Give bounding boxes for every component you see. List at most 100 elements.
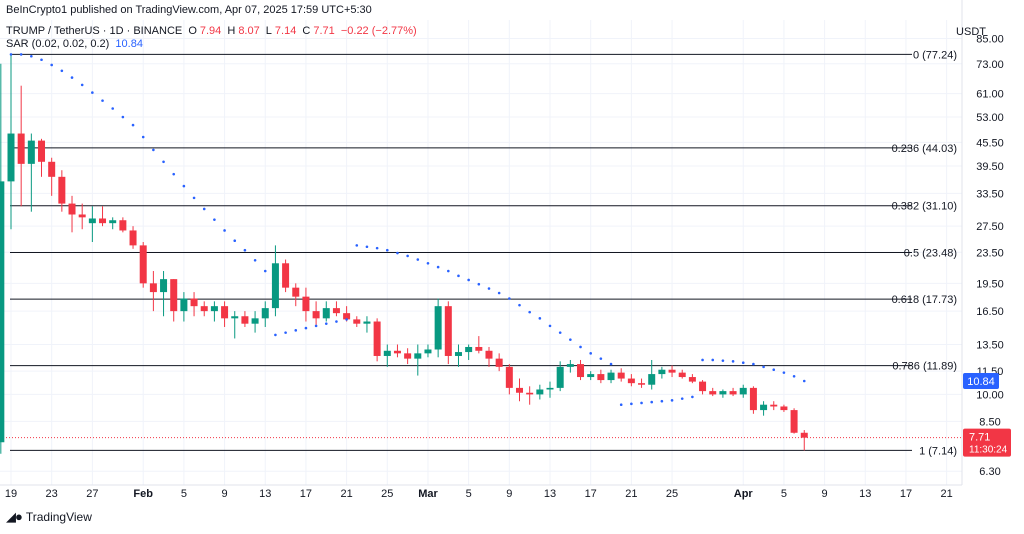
candle-body bbox=[404, 353, 412, 359]
candle-body bbox=[577, 364, 585, 378]
candle bbox=[729, 387, 737, 397]
sar-dot bbox=[589, 352, 592, 355]
tradingview-brand[interactable]: ◢● TradingView bbox=[6, 509, 92, 525]
candle bbox=[505, 364, 513, 395]
sar-dot bbox=[284, 331, 287, 334]
candle bbox=[678, 369, 686, 379]
candle bbox=[648, 359, 656, 390]
candle bbox=[312, 301, 320, 327]
x-tick-label: 23 bbox=[46, 488, 58, 500]
candle-body bbox=[648, 374, 656, 385]
sar-dot bbox=[802, 379, 806, 383]
sar-dot bbox=[263, 269, 267, 273]
candle bbox=[617, 368, 625, 382]
publisher-info: BeInCrypto1 published on TradingView.com… bbox=[6, 4, 372, 16]
candle bbox=[170, 279, 178, 322]
candle-body bbox=[322, 308, 330, 319]
candle bbox=[373, 318, 381, 362]
candle bbox=[139, 242, 147, 288]
y-tick-label: 19.50 bbox=[976, 278, 1004, 290]
fib-level-label: 1 (7.14) bbox=[919, 445, 957, 457]
y-tick-label: 61.00 bbox=[976, 89, 1004, 101]
sar-dot bbox=[253, 258, 257, 262]
candle-body bbox=[231, 316, 239, 319]
candle bbox=[577, 359, 585, 381]
candle bbox=[800, 430, 808, 451]
symbol-name[interactable]: TRUMP / TetherUS · 1D · BINANCE bbox=[6, 25, 183, 37]
x-tick-label: 19 bbox=[5, 488, 17, 500]
candle-body bbox=[556, 366, 564, 388]
y-tick-label: 45.50 bbox=[976, 137, 1004, 149]
sar-dot bbox=[50, 63, 53, 67]
sar-dot bbox=[243, 248, 247, 252]
sar-dot bbox=[101, 99, 104, 102]
candle-body bbox=[210, 306, 218, 312]
sar-dot bbox=[40, 58, 43, 62]
candle-body bbox=[88, 218, 96, 224]
candle-body bbox=[78, 214, 86, 218]
candle bbox=[424, 344, 432, 358]
sar-dot bbox=[426, 261, 430, 265]
x-tick-label: Feb bbox=[133, 488, 153, 500]
candle bbox=[129, 226, 137, 249]
sar-dot bbox=[670, 399, 674, 402]
y-tick-label: 73.00 bbox=[976, 59, 1004, 71]
candle bbox=[404, 348, 412, 365]
candle-body bbox=[668, 369, 676, 373]
sar-dot bbox=[345, 318, 348, 321]
candle-body bbox=[475, 346, 483, 351]
candle bbox=[770, 401, 778, 411]
sar-dot bbox=[70, 76, 74, 79]
y-tick-label: 27.50 bbox=[976, 221, 1004, 233]
candle-body bbox=[129, 230, 137, 246]
candle-body bbox=[688, 377, 696, 382]
candle bbox=[749, 386, 757, 414]
candle-body bbox=[139, 245, 147, 284]
sar-dot bbox=[701, 358, 704, 362]
candle bbox=[536, 384, 544, 400]
last-price-badge bbox=[963, 428, 1011, 457]
candle bbox=[190, 292, 198, 317]
candle-body bbox=[261, 308, 269, 319]
candle bbox=[48, 157, 56, 196]
candle bbox=[68, 195, 76, 233]
candle-body bbox=[38, 140, 46, 162]
sar-dot bbox=[711, 358, 715, 362]
candle-body bbox=[190, 298, 198, 307]
candle-body bbox=[454, 352, 462, 356]
sar-dot bbox=[619, 403, 623, 406]
candle bbox=[699, 380, 707, 395]
sar-dot bbox=[365, 245, 369, 249]
candle-body bbox=[536, 389, 544, 395]
tradingview-logo-icon: ◢● bbox=[6, 509, 23, 524]
candle-body bbox=[302, 296, 310, 312]
y-tick-label: 13.50 bbox=[976, 339, 1004, 351]
candle-body bbox=[749, 387, 757, 411]
x-tick-label: 21 bbox=[941, 488, 953, 500]
candle bbox=[78, 203, 86, 230]
x-tick-label: 21 bbox=[625, 488, 637, 500]
sar-dot bbox=[457, 274, 460, 278]
sar-dot bbox=[528, 310, 531, 314]
candle bbox=[546, 381, 554, 398]
sar-dot bbox=[630, 402, 633, 406]
x-tick-label: Apr bbox=[734, 488, 754, 500]
x-tick-label: 13 bbox=[544, 488, 556, 500]
sar-dot bbox=[406, 254, 409, 258]
candle bbox=[566, 359, 574, 373]
candle-body bbox=[617, 372, 625, 379]
y-tick-label: 39.50 bbox=[976, 161, 1004, 173]
candle-body bbox=[678, 372, 686, 378]
x-axis[interactable]: 19 23 27 Feb 5 9 13 17 21 25 Mar 5 9 13 17 21 25 Apr 5 9 13 1… bbox=[5, 488, 953, 500]
candle bbox=[261, 301, 269, 327]
candle-body bbox=[566, 364, 574, 367]
sar-label[interactable]: SAR (0.02, 0.02, 0.2) bbox=[6, 38, 110, 50]
candle-body bbox=[332, 308, 340, 314]
candle bbox=[363, 316, 371, 333]
sar-dot bbox=[172, 172, 176, 176]
y-axis[interactable]: 85.00 73.00 61.00 53.00 45.50 39.50 33.50 27.50… bbox=[976, 33, 1004, 478]
candle-body bbox=[516, 387, 523, 393]
close-value: 7.71 bbox=[313, 25, 335, 37]
